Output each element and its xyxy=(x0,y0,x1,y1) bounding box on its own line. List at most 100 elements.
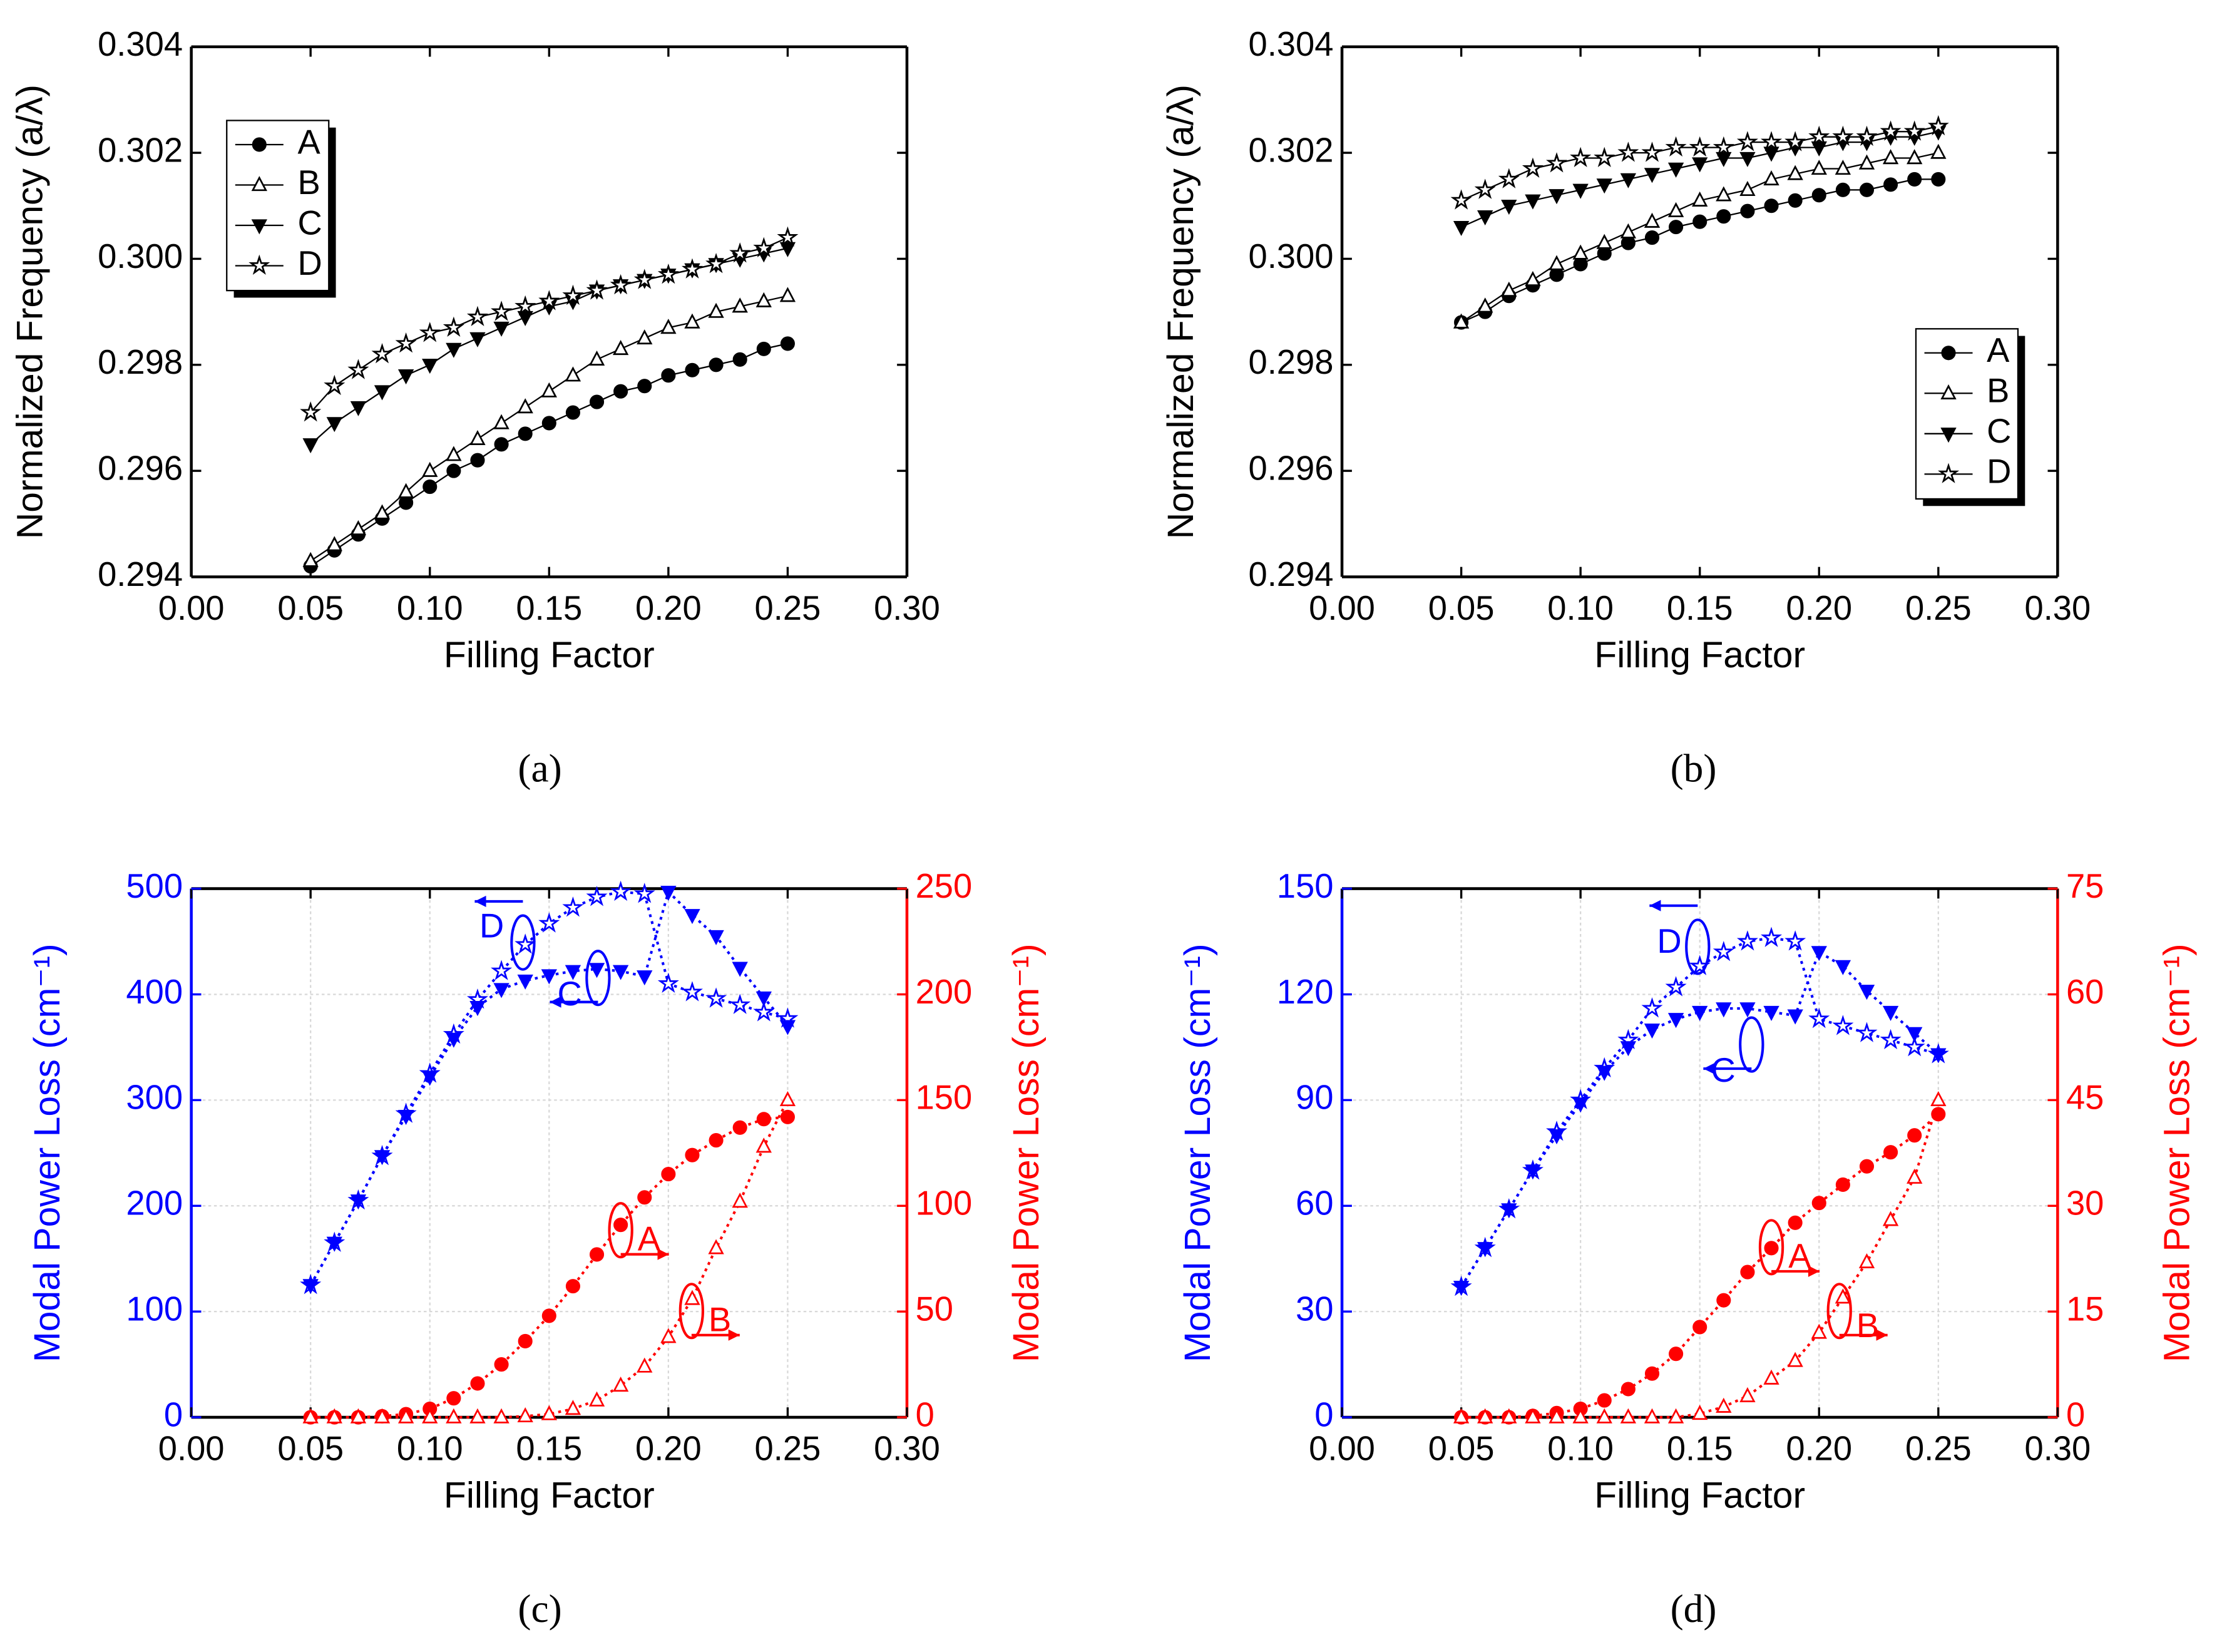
marker xyxy=(515,295,536,316)
marker xyxy=(1736,131,1758,151)
marker xyxy=(446,446,462,461)
marker xyxy=(1835,1288,1851,1304)
marker xyxy=(326,536,342,552)
x-tick-label: 0.15 xyxy=(516,589,582,627)
marker xyxy=(1763,170,1779,186)
y-tick-label: 0.300 xyxy=(98,237,183,275)
marker xyxy=(1787,165,1803,180)
marker xyxy=(657,972,679,993)
marker xyxy=(1669,220,1684,235)
x-tick-label: 0.20 xyxy=(635,1430,702,1468)
marker xyxy=(251,219,267,235)
marker xyxy=(1549,255,1565,270)
marker xyxy=(1525,1164,1541,1180)
marker xyxy=(1736,930,1758,951)
panel: 0.00 0.05 0.10 0.15 0.20 0.25 0.30030609012015… xyxy=(1177,867,2197,1631)
marker xyxy=(637,1357,653,1373)
marker xyxy=(1620,223,1637,239)
y-tick-label: 0.296 xyxy=(98,449,183,487)
marker xyxy=(732,352,747,367)
marker xyxy=(1931,1107,1946,1122)
marker xyxy=(374,1150,391,1166)
marker xyxy=(1692,1005,1708,1021)
marker xyxy=(1501,200,1517,215)
marker xyxy=(613,1218,628,1233)
marker xyxy=(1549,1129,1565,1145)
marker xyxy=(1811,1323,1827,1339)
marker xyxy=(1764,198,1779,213)
x-tick-label: 0.10 xyxy=(1547,1430,1614,1468)
marker xyxy=(1882,1211,1899,1226)
marker xyxy=(1477,1408,1493,1424)
marker xyxy=(1620,1041,1637,1057)
marker xyxy=(1784,131,1806,151)
marker xyxy=(1716,151,1732,167)
y-axis-label: Modal Power Loss (cm⁻¹) xyxy=(1177,943,1218,1362)
y2-tick-label: 150 xyxy=(916,1079,973,1117)
marker xyxy=(538,290,560,310)
marker xyxy=(1907,1168,1923,1184)
marker xyxy=(350,520,367,535)
x-tick-label: 0.10 xyxy=(397,1430,463,1468)
y-tick-label: 30 xyxy=(1296,1290,1333,1328)
marker xyxy=(586,886,608,906)
marker xyxy=(1620,173,1637,188)
annotation-arrowhead xyxy=(474,895,486,908)
marker xyxy=(443,316,464,337)
marker xyxy=(469,332,486,347)
y-tick-label: 300 xyxy=(126,1079,183,1117)
marker xyxy=(1716,209,1731,224)
marker xyxy=(446,1408,462,1424)
marker xyxy=(588,963,605,978)
marker xyxy=(1835,1177,1850,1193)
marker xyxy=(684,313,700,329)
marker xyxy=(657,263,679,284)
marker xyxy=(705,987,727,1008)
marker xyxy=(517,310,533,326)
marker xyxy=(1594,146,1615,168)
marker xyxy=(586,279,608,300)
marker xyxy=(779,287,796,302)
marker xyxy=(374,1408,391,1424)
marker xyxy=(1903,1036,1925,1057)
x-tick-label: 0.20 xyxy=(1786,589,1852,627)
annotation-arrowhead xyxy=(1703,1063,1715,1075)
marker xyxy=(755,292,772,307)
annotation-arrowhead xyxy=(1649,900,1661,911)
y-tick-label: 0.304 xyxy=(1248,25,1333,63)
marker xyxy=(1856,1022,1878,1042)
y-axis-label: Modal Power Loss (cm⁻¹) xyxy=(27,943,68,1362)
marker xyxy=(1811,160,1827,175)
series-line xyxy=(310,1116,788,1419)
marker xyxy=(1501,281,1517,297)
marker xyxy=(1907,172,1922,187)
marker xyxy=(729,993,751,1014)
y2-tick-label: 50 xyxy=(916,1290,953,1328)
marker xyxy=(565,366,581,382)
marker xyxy=(491,300,513,321)
marker xyxy=(565,965,581,980)
marker xyxy=(684,909,700,925)
y-tick-label: 0.302 xyxy=(1248,131,1333,169)
marker xyxy=(1498,168,1520,188)
marker xyxy=(1570,146,1592,168)
marker xyxy=(1644,1408,1661,1424)
marker xyxy=(562,284,584,305)
marker xyxy=(1596,178,1612,194)
marker xyxy=(780,336,795,351)
marker xyxy=(350,1408,367,1424)
marker xyxy=(1808,1007,1830,1029)
marker xyxy=(491,960,513,980)
y2-tick-label: 200 xyxy=(916,973,973,1011)
marker xyxy=(302,1408,319,1424)
marker xyxy=(589,1247,605,1262)
y-tick-label: 200 xyxy=(126,1184,183,1223)
marker xyxy=(1832,1015,1854,1035)
annotation-ellipse xyxy=(678,1283,704,1340)
x-tick-label: 0.05 xyxy=(1428,589,1495,627)
marker xyxy=(302,1279,319,1295)
y-tick-label: 0.304 xyxy=(98,25,183,63)
marker xyxy=(777,226,799,247)
marker xyxy=(732,1193,748,1208)
